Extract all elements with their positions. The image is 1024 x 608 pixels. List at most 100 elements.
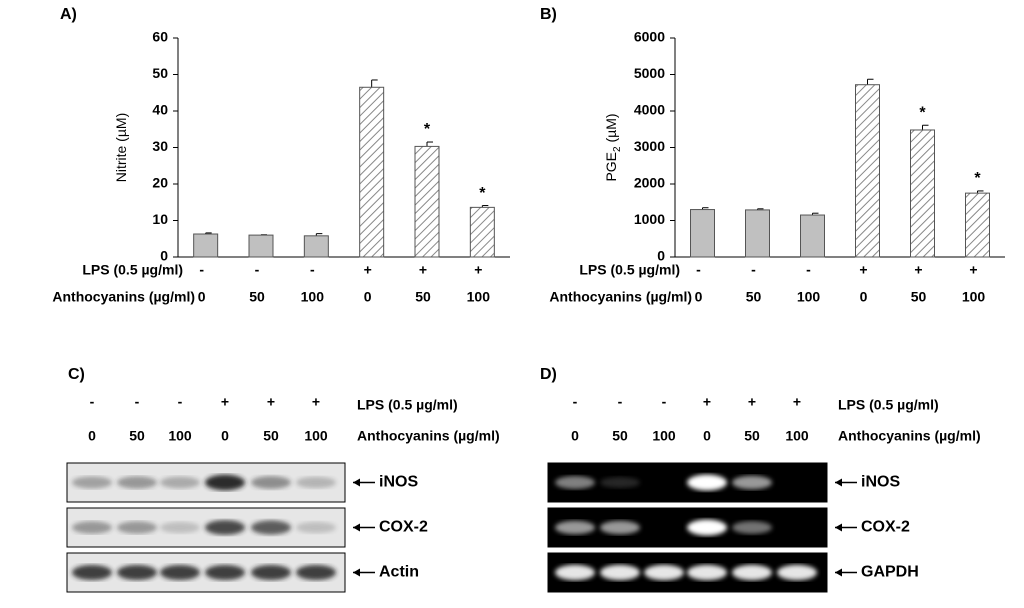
lps-sign: - — [199, 262, 204, 278]
lps-sign: + — [267, 394, 275, 410]
bar — [965, 192, 990, 258]
anthocyanins-dose: 50 — [263, 428, 279, 444]
panel-label: D) — [540, 366, 557, 383]
blot-band — [600, 564, 640, 581]
lps-sign: - — [696, 262, 701, 278]
lps-sign: - — [751, 262, 756, 278]
bar — [855, 84, 880, 258]
lps-sign: - — [310, 262, 315, 278]
significance-mark: * — [424, 121, 431, 138]
row-label: Anthocyanins (µg/ml) — [357, 428, 500, 444]
anthocyanins-dose: 0 — [571, 428, 579, 444]
anthocyanins-dose: 100 — [168, 428, 192, 444]
anthocyanins-dose: 100 — [467, 289, 491, 305]
lps-sign: - — [806, 262, 811, 278]
y-tick-label: 5000 — [634, 65, 665, 81]
panel-label: A) — [60, 6, 77, 23]
y-tick-label: 10 — [152, 211, 168, 227]
lps-sign: + — [221, 394, 229, 410]
blot-band — [72, 476, 112, 489]
blot-band — [251, 476, 291, 489]
band-label: COX-2 — [379, 519, 428, 536]
y-tick-label: 4000 — [634, 102, 665, 118]
anthocyanins-dose: 50 — [612, 428, 628, 444]
blot-band — [687, 564, 727, 581]
y-axis-label: PGE2 (µM) — [603, 113, 623, 181]
y-axis-label-text: Nitrite (µM) — [113, 113, 129, 183]
row-label: Anthocyanins (µg/ml) — [52, 289, 195, 305]
anthocyanins-dose: 0 — [221, 428, 229, 444]
anthocyanins-dose: 0 — [695, 289, 703, 305]
bar — [690, 209, 715, 258]
band-label: Actin — [379, 564, 419, 581]
arrow-head — [353, 523, 360, 532]
anthocyanins-dose: 50 — [129, 428, 145, 444]
anthocyanins-dose: 50 — [911, 289, 927, 305]
blot-band — [644, 564, 684, 581]
row-label: Anthocyanins (µg/ml) — [838, 428, 981, 444]
bar — [248, 234, 274, 258]
bar — [303, 235, 329, 258]
lps-sign: + — [474, 262, 482, 278]
band-label: GAPDH — [861, 564, 919, 581]
lps-sign: + — [419, 262, 427, 278]
y-axis-label-unit: (µM) — [603, 113, 619, 146]
blot-band — [732, 521, 772, 534]
y-tick-label: 40 — [152, 102, 168, 118]
band-label: COX-2 — [861, 519, 910, 536]
lps-sign: - — [662, 394, 667, 410]
band-label: iNOS — [861, 474, 900, 491]
blot-band — [117, 521, 157, 534]
anthocyanins-dose: 0 — [88, 428, 96, 444]
bar — [359, 86, 385, 258]
row-label: LPS (0.5 µg/ml) — [357, 397, 458, 413]
y-tick-label: 2000 — [634, 175, 665, 191]
anthocyanins-dose: 50 — [415, 289, 431, 305]
panel-label: B) — [540, 6, 557, 23]
lps-sign: + — [364, 262, 372, 278]
row-label: Anthocyanins (µg/ml) — [549, 289, 692, 305]
blot-band — [251, 564, 291, 581]
blot-band — [160, 521, 200, 534]
significance-mark: * — [479, 185, 486, 202]
bar — [469, 206, 495, 258]
bar — [745, 209, 770, 258]
bar — [414, 145, 440, 258]
blot-band — [555, 564, 595, 581]
lps-sign: - — [90, 394, 95, 410]
arrow-head — [835, 568, 842, 577]
bar — [800, 214, 825, 258]
lps-sign: + — [914, 262, 922, 278]
lps-sign: - — [618, 394, 623, 410]
lps-sign: + — [748, 394, 756, 410]
y-tick-label: 20 — [152, 175, 168, 191]
anthocyanins-dose: 100 — [304, 428, 328, 444]
y-axis-label: Nitrite (µM) — [113, 113, 129, 183]
anthocyanins-dose: 50 — [744, 428, 760, 444]
blot-band — [600, 477, 640, 488]
lps-sign: - — [255, 262, 260, 278]
row-label: LPS (0.5 µg/ml) — [579, 262, 680, 278]
blot-band — [117, 564, 157, 581]
blot-band — [777, 564, 817, 581]
panel-label: C) — [68, 366, 85, 383]
blot-band — [160, 476, 200, 489]
anthocyanins-dose: 0 — [364, 289, 372, 305]
y-tick-label: 0 — [160, 248, 168, 264]
anthocyanins-dose: 0 — [198, 289, 206, 305]
lps-sign: + — [859, 262, 867, 278]
anthocyanins-dose: 100 — [301, 289, 325, 305]
blot-band — [117, 476, 157, 489]
anthocyanins-dose: 50 — [746, 289, 762, 305]
y-tick-label: 6000 — [634, 29, 665, 45]
blot-band — [205, 564, 245, 581]
y-axis-label-sub: 2 — [612, 146, 623, 152]
anthocyanins-dose: 100 — [962, 289, 986, 305]
anthocyanins-dose: 0 — [860, 289, 868, 305]
y-tick-label: 50 — [152, 65, 168, 81]
lps-sign: + — [312, 394, 320, 410]
lps-sign: + — [793, 394, 801, 410]
blot-band — [296, 476, 336, 489]
bar — [910, 129, 935, 258]
anthocyanins-dose: 100 — [797, 289, 821, 305]
